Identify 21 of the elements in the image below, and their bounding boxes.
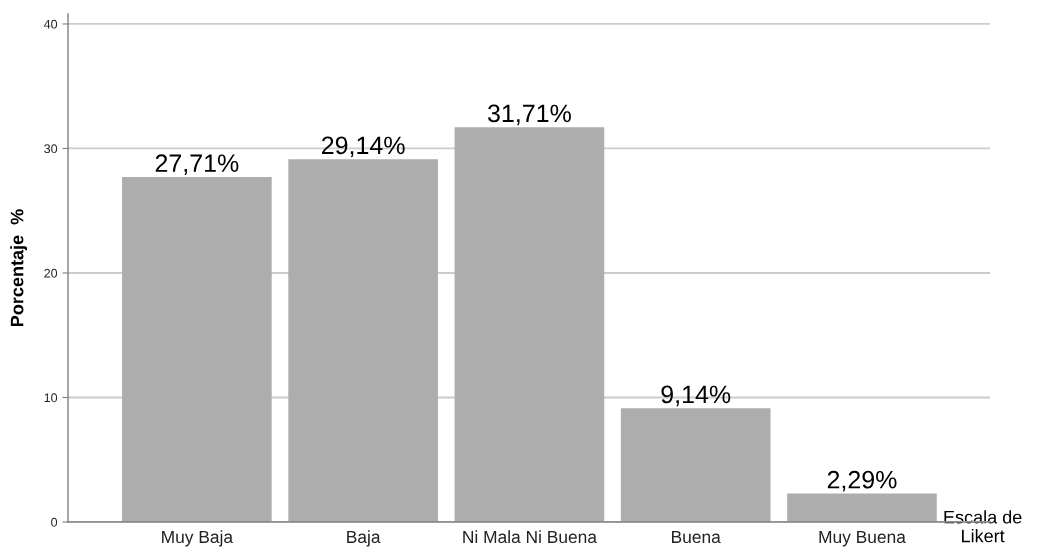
y-tick-label: 40 — [43, 19, 58, 29]
data-label: 2,29% — [827, 470, 897, 492]
x-tick-label: Baja — [347, 530, 381, 547]
x-tick-label: Buena — [672, 530, 721, 544]
y-tick-label: 20 — [44, 268, 58, 278]
data-label: 31,71% — [487, 104, 571, 126]
bar — [122, 176, 272, 522]
y-tick-label: 30 — [44, 144, 58, 154]
bar — [288, 159, 438, 522]
y-tick-label: 10 — [44, 393, 58, 403]
bar — [787, 493, 937, 522]
x-tick-label: Ni Mala Ni Buena — [463, 530, 597, 544]
data-label: 27,71% — [155, 154, 239, 175]
y-tick-label: 0 — [51, 517, 58, 527]
x-tick-label: Muy Buena — [819, 530, 906, 547]
y-axis-title: Porcentaje % — [10, 209, 28, 326]
x-tick-label: Muy Baja — [162, 530, 234, 547]
bar — [454, 127, 605, 522]
data-label: 9,14% — [661, 385, 731, 407]
data-label: 29,14% — [322, 136, 405, 158]
bar — [620, 408, 771, 522]
